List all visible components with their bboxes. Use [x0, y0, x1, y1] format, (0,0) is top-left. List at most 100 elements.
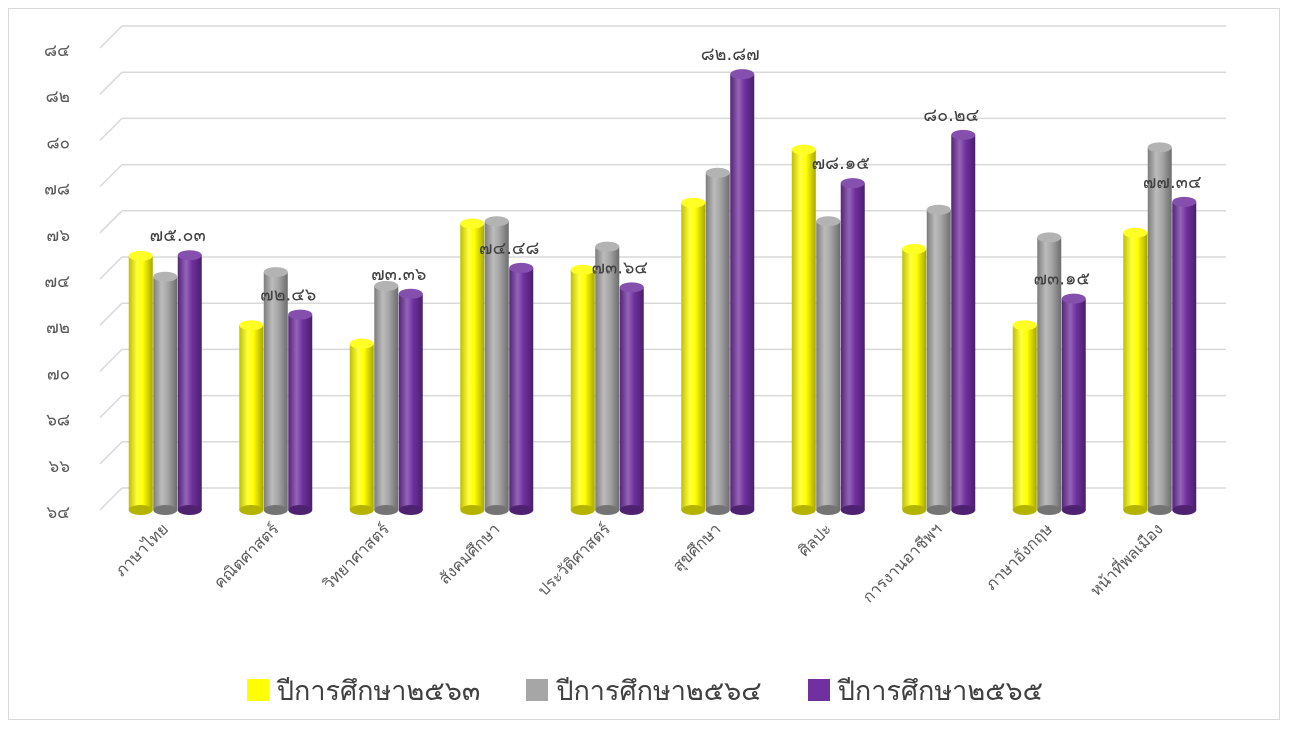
data-label: ๗๘.๑๕ [812, 153, 870, 174]
bar-base [374, 505, 399, 515]
bar-cap [791, 144, 816, 155]
y-tick-label: ๘๐ [47, 133, 71, 153]
category-label: ภาษาอังกฤษ [982, 519, 1057, 594]
gridline-diagonal [99, 210, 123, 234]
bar-body [263, 272, 288, 510]
data-label: ๗๓.๑๕ [1033, 269, 1090, 290]
bar-5-1 [705, 167, 730, 515]
bar-base [1061, 505, 1086, 515]
bar-body [595, 246, 620, 510]
bar-base [902, 505, 927, 515]
bar-4-2 [619, 282, 644, 515]
bar-body [1061, 298, 1086, 510]
gridline-diagonal [99, 395, 123, 419]
bar-base [1123, 505, 1148, 515]
bar-base [509, 505, 534, 515]
y-tick-label: ๖๖ [48, 457, 70, 477]
data-label: ๗๕.๐๓ [150, 225, 206, 246]
bar-base [239, 505, 264, 515]
bar-body [730, 74, 755, 510]
bar-7-0 [902, 243, 927, 515]
bar-cap [398, 288, 423, 299]
bar-cap [619, 282, 644, 293]
bar-0-2 [177, 250, 202, 515]
bar-base [840, 505, 865, 515]
bar-base [730, 505, 755, 515]
category-labels: ภาษาไทย คณิตศาสตร์ วิทยาศาสตร์ สังคมศึกษา ปร… [111, 518, 1166, 606]
legend-label-2564: ปีการศึกษา๒๕๖๔ [556, 675, 762, 707]
bar-body [509, 267, 534, 510]
category-label: สุขศึกษา [669, 519, 726, 576]
bar-1-2 [288, 309, 313, 515]
bar-7-1 [926, 204, 951, 515]
data-label: ๗๔.๔๘ [479, 238, 539, 259]
bar-base [1012, 505, 1037, 515]
gridline-diagonal [99, 117, 123, 141]
bar-cap [681, 197, 706, 208]
bar-base [1037, 505, 1062, 515]
bar-base [1147, 505, 1172, 515]
category-label: ประวัติศาสตร์ [534, 519, 615, 600]
data-label: ๘๒.๘๗ [701, 44, 760, 65]
gridline-diagonal [99, 25, 123, 49]
bar-cap [239, 320, 264, 331]
data-label: ๗๓.๖๔ [591, 257, 648, 278]
bar-base [153, 505, 178, 515]
bar-cap [730, 69, 755, 80]
bar-base [128, 505, 153, 515]
bar-body [128, 255, 153, 510]
bar-cap [1061, 293, 1086, 304]
bar-body [1172, 201, 1197, 510]
bar-cap [840, 178, 865, 189]
bar-8-0 [1012, 320, 1037, 515]
bar-body [902, 248, 927, 510]
legend-item-2565: ปีการศึกษา๒๕๖๕ [807, 669, 1043, 712]
bar-8-2 [1061, 293, 1086, 515]
legend-swatch-2563 [246, 679, 269, 701]
bar-body [926, 209, 951, 510]
bar-body [374, 285, 399, 510]
bar-9-0 [1123, 227, 1148, 515]
bar-cap [374, 280, 399, 291]
gridline-diagonal [99, 71, 123, 95]
category-label: วิทยาศาสตร์ [319, 519, 393, 593]
bar-5-2 [730, 69, 755, 515]
bar-cap [1147, 142, 1172, 153]
bar-1-1 [263, 267, 288, 515]
y-tick-label: ๗๖ [46, 226, 70, 246]
bar-cap [263, 267, 288, 278]
y-tick-label: ๘๔ [44, 41, 70, 61]
bar-base [681, 505, 706, 515]
bar-cap [816, 216, 841, 227]
bar-body [619, 287, 644, 510]
y-tick-label: ๗๘ [44, 180, 70, 200]
bar-body [1147, 147, 1172, 510]
bar-cap [484, 216, 509, 227]
category-label: ศิลปะ [794, 519, 835, 560]
data-label: ๗๗.๓๔ [1143, 172, 1202, 193]
bar-base [1172, 505, 1197, 515]
bar-0-1 [153, 271, 178, 515]
bar-6-2 [840, 178, 865, 515]
bar-base [816, 505, 841, 515]
bar-cap [902, 243, 927, 254]
bar-body [570, 269, 595, 510]
bar-base [791, 505, 816, 515]
bar-base [619, 505, 644, 515]
chart-legend: ปีการศึกษา๒๕๖๓ ปีการศึกษา๒๕๖๔ ปีการศึกษา… [0, 668, 1290, 712]
bar-body [153, 276, 178, 510]
bar-4-1 [595, 241, 620, 515]
bar-7-2 [951, 129, 976, 515]
bar-9-2 [1172, 196, 1197, 515]
legend-swatch-2564 [526, 679, 549, 701]
bar-base [595, 505, 620, 515]
bar-body [1037, 237, 1062, 511]
bar-body [816, 221, 841, 510]
category-label: คณิตศาสตร์ [210, 519, 283, 592]
bar-cap [570, 264, 595, 275]
category-label: ภาษาไทย [111, 519, 172, 580]
bar-body [1123, 232, 1148, 511]
bar-base [484, 505, 509, 515]
bar-cap [1172, 196, 1197, 207]
